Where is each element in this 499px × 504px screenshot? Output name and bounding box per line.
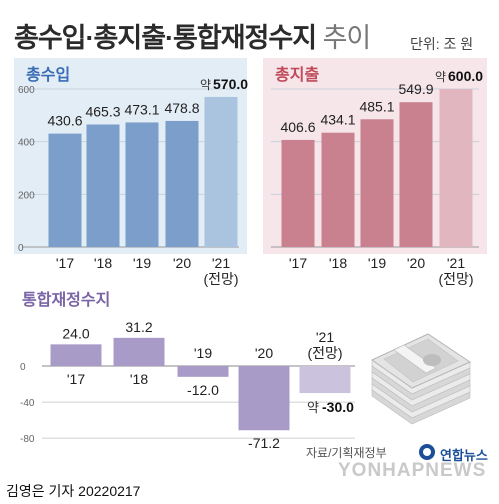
revenue-ytick: 600 (18, 85, 35, 96)
expense-chart-title: 총지출 (275, 66, 319, 84)
expense-category-label: '20 (407, 255, 425, 271)
balance-ytick: -40 (20, 398, 35, 409)
yonhap-logo-icon (419, 444, 435, 460)
balance-value-label: -30.0 (322, 399, 354, 415)
balance-chart-title: 통합재정수지 (22, 291, 110, 309)
expense-value-label: 549.9 (398, 81, 433, 97)
logo-english: YONHAPNEWS (338, 460, 487, 481)
title-suffix: 추이 (316, 23, 372, 53)
revenue-value-label: 473.1 (124, 101, 159, 117)
balance-bar (50, 344, 102, 366)
revenue-ytick: 400 (18, 138, 35, 149)
expense-bar (281, 139, 315, 247)
source-label: 자료/기획재정부 (306, 446, 387, 460)
balance-category-label: '18 (130, 371, 148, 387)
expense-bar (439, 89, 473, 248)
balance-bar (299, 366, 351, 394)
revenue-value-label: 478.8 (164, 100, 199, 116)
balance-category-label: '19 (194, 345, 212, 361)
revenue-value-label: 430.6 (47, 113, 82, 129)
revenue-category-label: '19 (133, 255, 151, 271)
balance-value-label: 24.0 (62, 325, 89, 341)
expense-value-label: 434.1 (320, 112, 355, 128)
balance-category-label: '20 (255, 345, 273, 361)
revenue-chart-title: 총수입 (26, 66, 70, 84)
balance-value-label: -12.0 (187, 382, 219, 398)
revenue-category-label: '20 (173, 255, 191, 271)
title-main: 총수입·총지출·통합재정수지 (14, 23, 317, 53)
logo-korean: 연합뉴스 (440, 448, 488, 463)
balance-bar (238, 366, 290, 431)
expense-category-label: '21 (447, 255, 465, 271)
money-stack-icon (371, 333, 472, 425)
unit-label: 단위: 조 원 (410, 36, 474, 52)
expense-value-prefix: 약 (435, 69, 446, 84)
balance-ytick: 0 (20, 362, 26, 373)
revenue-category-label: '21 (212, 255, 230, 271)
balance-ytick: -80 (20, 434, 35, 445)
revenue-value-label: 465.3 (85, 103, 120, 119)
expense-value-label: 485.1 (359, 98, 394, 114)
revenue-value-prefix: 약 (200, 77, 211, 92)
balance-value-label: 31.2 (125, 319, 152, 335)
expense-bar (321, 132, 355, 247)
balance-value-label: -71.2 (248, 435, 280, 451)
expense-bar (360, 119, 394, 247)
revenue-bar (165, 120, 199, 247)
byline: 김영은 기자 20220217 (6, 483, 141, 499)
revenue-bar (204, 96, 238, 247)
revenue-ytick: 0 (18, 243, 24, 254)
expense-category-label: '17 (289, 255, 307, 271)
balance-bar (113, 337, 165, 366)
expense-category-label: '19 (368, 255, 386, 271)
page-title: 총수입·총지출·통합재정수지 추이 (14, 16, 372, 55)
balance-value-prefix: 약 (307, 400, 319, 415)
revenue-bar (48, 133, 82, 247)
expense-category-label: '18 (329, 255, 347, 271)
balance-category-label: (전망) (307, 345, 342, 361)
balance-category-label: '17 (67, 371, 85, 387)
expense-category-label: (전망) (438, 271, 473, 287)
revenue-category-label: '18 (94, 255, 112, 271)
revenue-value-label: 570.0 (213, 76, 248, 92)
expense-value-label: 406.6 (280, 119, 315, 135)
balance-category-label: '21 (316, 329, 334, 345)
revenue-bar (86, 124, 120, 247)
expense-bar (399, 102, 433, 247)
revenue-bar (125, 122, 159, 247)
revenue-ytick: 200 (18, 190, 35, 201)
expense-value-label: 600.0 (448, 68, 483, 84)
revenue-category-label: '17 (56, 255, 74, 271)
balance-bar (177, 366, 229, 377)
revenue-category-label: (전망) (203, 271, 238, 287)
